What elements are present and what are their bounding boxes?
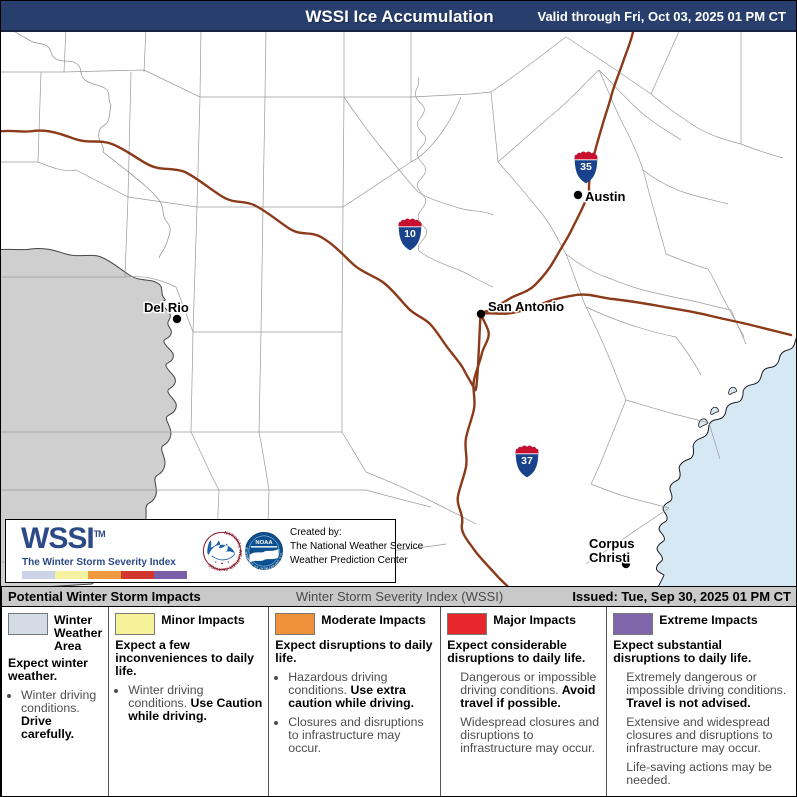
- svg-text:Corpus: Corpus: [589, 536, 635, 551]
- svg-text:NOAA: NOAA: [255, 540, 273, 546]
- svg-text:35: 35: [580, 161, 592, 173]
- svg-text:Del Rio: Del Rio: [144, 300, 189, 315]
- svg-text:San Antonio: San Antonio: [488, 299, 564, 314]
- svg-text:10: 10: [404, 228, 416, 240]
- svg-text:37: 37: [521, 455, 533, 467]
- svg-text:Austin: Austin: [585, 189, 626, 204]
- svg-text:Christi: Christi: [589, 550, 630, 565]
